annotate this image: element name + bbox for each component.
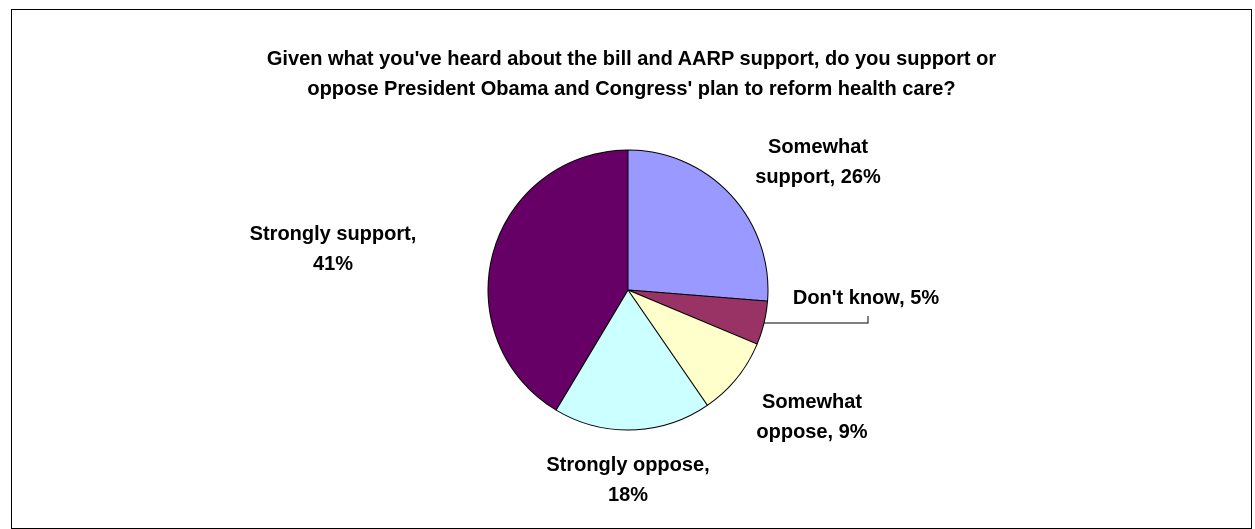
data-label-line: Strongly oppose, bbox=[546, 454, 709, 476]
pie-slice-somewhat-support bbox=[627, 149, 769, 302]
pie-slice-strongly-support bbox=[487, 149, 629, 411]
data-label-somewhat-support: Somewhat support, 26% bbox=[755, 136, 881, 188]
pie-slices bbox=[487, 149, 769, 431]
leader-line-don-t-know bbox=[764, 316, 869, 324]
data-label-line: Don't know, 5% bbox=[793, 287, 939, 309]
chart-title: Given what you've heard about the bill a… bbox=[11, 44, 1252, 104]
data-label-don-t-know: Don't know, 5% bbox=[793, 287, 939, 309]
data-labels: Somewhat support, 26% Don't know, 5% Somewh… bbox=[250, 136, 940, 506]
data-label-line: Strongly support, bbox=[250, 223, 417, 245]
pie-slice-somewhat-oppose bbox=[626, 288, 758, 407]
data-label-line: 41% bbox=[313, 253, 353, 275]
data-label-strongly-support: Strongly support, 41% bbox=[250, 223, 417, 275]
chart-title-line-1: Given what you've heard about the bill a… bbox=[266, 48, 997, 70]
data-label-strongly-oppose: Strongly oppose, 18% bbox=[546, 454, 709, 506]
data-label-line: support, 26% bbox=[755, 166, 881, 188]
data-label-somewhat-oppose: Somewhat oppose, 9% bbox=[756, 391, 867, 443]
data-label-line: oppose, 9% bbox=[756, 421, 867, 443]
data-label-line: 18% bbox=[608, 484, 648, 506]
data-label-line: Somewhat bbox=[768, 136, 868, 158]
data-label-line: Somewhat bbox=[762, 391, 862, 413]
chart-title-line-2: oppose President Obama and Congress' pla… bbox=[307, 78, 956, 100]
pie-slice-strongly-oppose bbox=[555, 289, 709, 431]
leader-lines bbox=[764, 316, 869, 324]
